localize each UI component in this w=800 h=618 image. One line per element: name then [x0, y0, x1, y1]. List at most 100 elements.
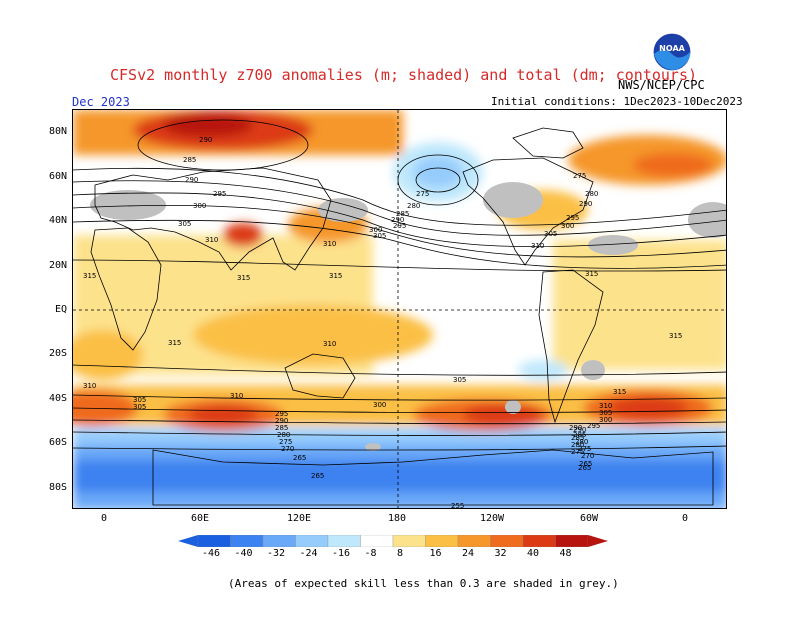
agency-label: NWS/NCEP/CPC	[618, 78, 705, 92]
contour-label: 315	[669, 332, 682, 340]
contour-label: 275	[578, 445, 591, 453]
lat-label: 20S	[49, 348, 68, 359]
noaa-logo-text: NOAA	[659, 44, 685, 53]
colorbar-label: -8	[364, 548, 377, 559]
colorbar-label: 16	[429, 548, 442, 559]
lon-label: 120W	[480, 513, 505, 524]
contour-label: 265	[293, 454, 306, 462]
colorbar-label: -24	[299, 548, 318, 559]
lat-label: 40N	[49, 215, 68, 226]
contour-label: 300	[193, 202, 206, 210]
contour-label: 305	[599, 409, 612, 417]
colorbar-label: -32	[267, 548, 286, 559]
contour-label: 270	[281, 445, 294, 453]
contour-label: 315	[329, 272, 342, 280]
contour-label: 310	[323, 240, 336, 248]
contour-label: 300	[369, 226, 382, 234]
lon-label: 0	[682, 513, 689, 524]
contour-label: 305	[373, 232, 386, 240]
contour-label: 285	[396, 210, 409, 218]
contour-label: 290	[569, 424, 582, 432]
contour-label: 305	[544, 230, 557, 238]
colorbar-label: -40	[234, 548, 253, 559]
contour-label: 290	[391, 216, 404, 224]
contour-label: 280	[407, 202, 420, 210]
colorbar-label: 40	[527, 548, 540, 559]
contour-label: 295	[393, 222, 406, 230]
contour-label: 290	[185, 176, 198, 184]
lat-label: 80N	[49, 126, 68, 137]
lon-label: 120E	[287, 513, 312, 524]
contour-label: 295	[275, 410, 288, 418]
lat-label: 60S	[49, 437, 68, 448]
contour-label: 295	[213, 190, 226, 198]
lon-label: 60W	[580, 513, 599, 524]
contour-label: 315	[237, 274, 250, 282]
colorbar-swatch	[392, 535, 426, 547]
colorbar-swatch	[522, 535, 556, 547]
contour-label: 300	[599, 416, 612, 424]
lat-label: 60N	[49, 171, 68, 182]
initial-conditions: Initial conditions: 1Dec2023-10Dec2023	[491, 95, 743, 108]
colorbar-min-arrow	[178, 535, 198, 547]
colorbar-swatch	[360, 535, 394, 547]
contour-label: 315	[83, 272, 96, 280]
colorbar-swatch	[197, 535, 231, 547]
colorbar-swatch	[262, 535, 296, 547]
contour-label: 295	[587, 422, 600, 430]
colorbar	[178, 535, 608, 547]
contour-label: 285	[571, 434, 584, 442]
contour-label: 310	[599, 402, 612, 410]
contour-label: 265	[578, 464, 591, 472]
forecast-month: Dec 2023	[72, 95, 130, 109]
contour-label: 305	[453, 376, 466, 384]
colorbar-swatch	[555, 535, 589, 547]
chart-title: CFSv2 monthly z700 anomalies (m; shaded)…	[110, 66, 697, 84]
colorbar-label: 24	[462, 548, 475, 559]
contour-label: 265	[579, 460, 592, 468]
contour-label: 275	[416, 190, 429, 198]
contour-label: 285	[183, 156, 196, 164]
lon-label: 180	[388, 513, 407, 524]
contour-label: 275	[573, 172, 586, 180]
contour-label: 255	[451, 502, 464, 509]
contour-label: 290	[199, 136, 212, 144]
map-svg: 290 285 290 295 300 305 310 315 275 280 …	[73, 110, 726, 509]
colorbar-swatch	[230, 535, 264, 547]
contour-label: 290	[573, 426, 586, 434]
colorbar-swatch	[425, 535, 459, 547]
contour-label: 310	[323, 340, 336, 348]
contour-label: 305	[133, 396, 146, 404]
noaa-logo: NOAA	[652, 32, 692, 72]
lon-label: 60E	[191, 513, 210, 524]
contour-label: 295	[566, 214, 579, 222]
colorbar-label: 32	[494, 548, 507, 559]
contour-label: 265	[311, 472, 324, 480]
contour-label: 315	[168, 339, 181, 347]
contour-label: 315	[585, 270, 598, 278]
colorbar-swatch	[295, 535, 329, 547]
contour-label: 300	[373, 401, 386, 409]
lat-label: 80S	[49, 482, 68, 493]
colorbar-swatch	[490, 535, 524, 547]
skill-footnote: (Areas of expected skill less than 0.3 a…	[228, 577, 619, 590]
colorbar-swatch	[457, 535, 491, 547]
contour-label: 275	[571, 448, 584, 456]
height-contours	[73, 119, 726, 451]
contour-label: 310	[531, 242, 544, 250]
contour-label: 285	[573, 431, 586, 439]
colorbar-swatch	[327, 535, 361, 547]
contour-label: 305	[178, 220, 191, 228]
colorbar-label: -46	[202, 548, 221, 559]
contour-label: 280	[571, 441, 584, 449]
contour-label: 310	[83, 382, 96, 390]
contour-label: 290	[275, 417, 288, 425]
contour-label: 290	[579, 200, 592, 208]
contour-label: 315	[613, 388, 626, 396]
contour-label: 280	[585, 190, 598, 198]
colorbar-max-arrow	[588, 535, 608, 547]
colorbar-label: 8	[397, 548, 404, 559]
contour-label: 305	[133, 403, 146, 411]
lon-label: 0	[101, 513, 108, 524]
contour-label: 270	[581, 452, 594, 460]
